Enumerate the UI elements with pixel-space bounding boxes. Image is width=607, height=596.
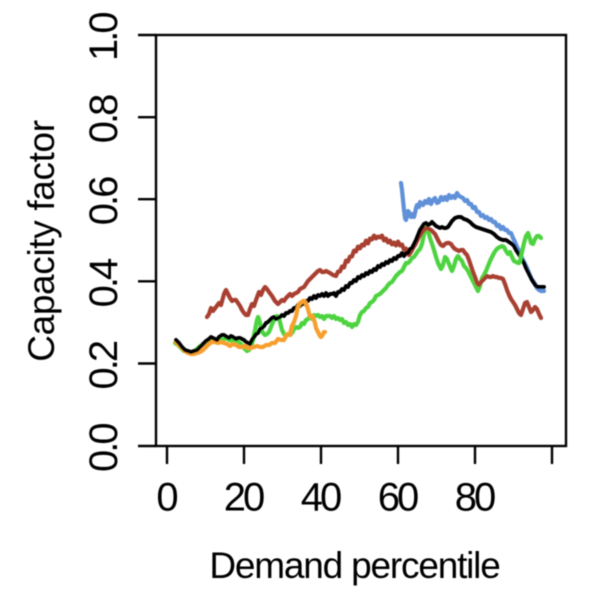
svg-text:60: 60 (378, 476, 418, 520)
svg-text:20: 20 (224, 476, 264, 520)
svg-text:0.0: 0.0 (82, 424, 126, 472)
svg-text:Demand percentile: Demand percentile (209, 545, 499, 586)
svg-text:0.8: 0.8 (82, 95, 126, 143)
svg-text:1.0: 1.0 (82, 13, 126, 61)
svg-text:80: 80 (455, 476, 495, 520)
svg-text:0.4: 0.4 (82, 258, 126, 307)
svg-text:0.6: 0.6 (82, 177, 126, 225)
svg-text:0: 0 (156, 476, 177, 520)
svg-text:Capacity factor: Capacity factor (21, 120, 62, 362)
svg-text:40: 40 (301, 476, 341, 520)
svg-text:0.2: 0.2 (82, 341, 126, 389)
